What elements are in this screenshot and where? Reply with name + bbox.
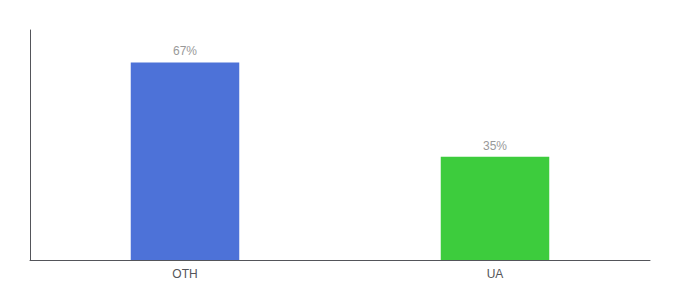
svg-text:OTH: OTH (172, 267, 197, 281)
svg-text:35%: 35% (483, 139, 507, 153)
svg-text:UA: UA (487, 267, 504, 281)
svg-text:67%: 67% (173, 44, 197, 58)
